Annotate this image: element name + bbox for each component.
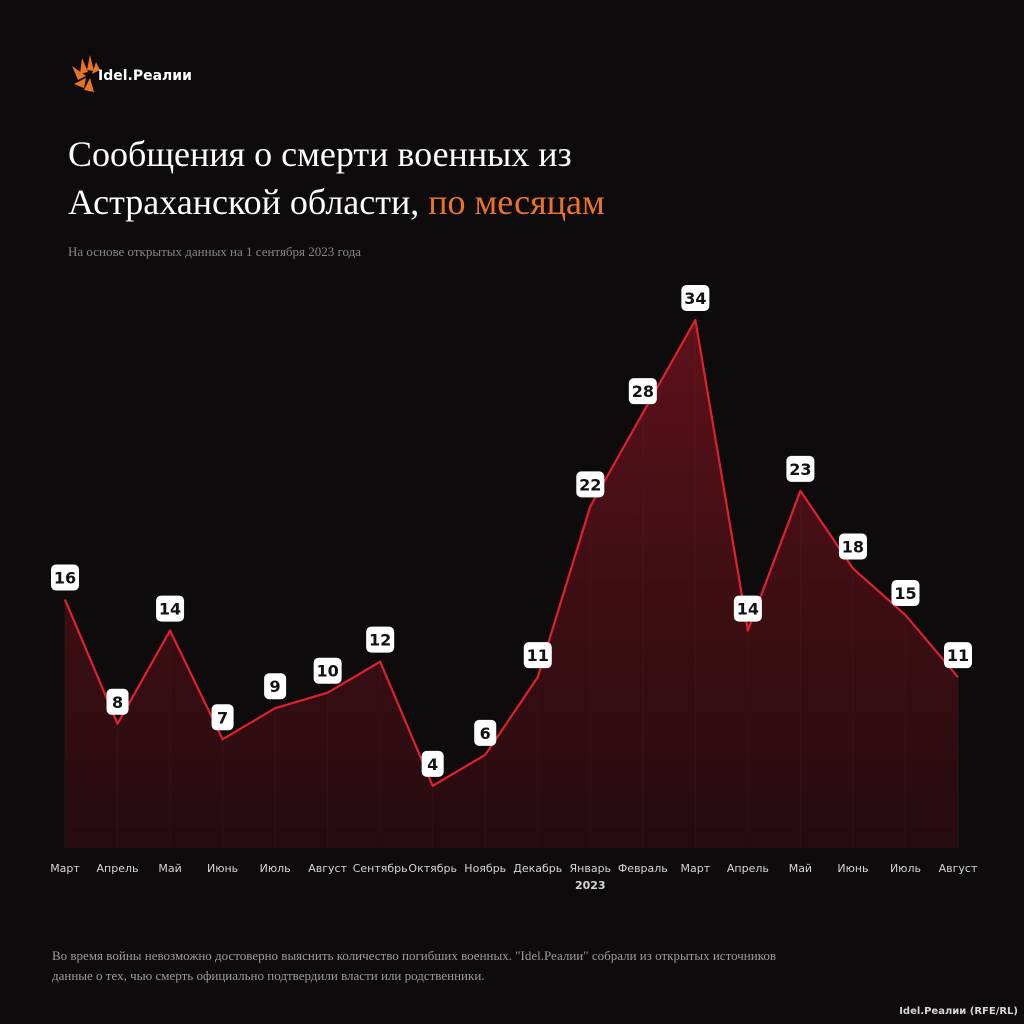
data-label: 34 [684,289,706,308]
data-label: 9 [270,677,281,696]
data-label-box [944,642,972,669]
chart-title: Астраханской области, по месяцам [68,182,605,222]
data-label-box [786,455,815,482]
data-label: 4 [427,755,438,774]
data-label: 15 [894,584,916,603]
chart-title: Сообщения о смерти военных из [68,134,572,174]
data-label: 11 [947,646,969,665]
x-tick-label: Май [158,862,181,875]
data-label-box [474,719,497,746]
data-label-box [313,657,342,684]
credit: Idel.Реалии (RFE/RL) [899,1006,1018,1017]
x-tick-label: Август [939,862,978,875]
chart-title: Астраханской области, [68,182,419,222]
data-label: 28 [632,382,654,401]
data-label-box [628,378,657,405]
data-label-box [838,533,867,560]
data-label: 14 [159,600,181,619]
data-label: 8 [112,693,123,712]
x-tick-label: Сентябрь [353,862,408,875]
data-label-box [523,642,552,669]
data-label-box [733,595,762,622]
plot: Март Апрель Май Июнь Июль Август Сентябрь Октяб… [50,285,978,892]
x-tick-label: Ноябрь [464,862,506,875]
x-tick-label: Август [308,862,347,875]
x-tick-label: Декабрь [513,862,562,875]
footnote: Во время войны невозможно достоверно выя… [52,948,776,963]
data-label: 23 [789,460,811,479]
data-label: 14 [737,600,759,619]
data-label: 7 [217,708,228,727]
data-label-box [681,285,710,311]
chart-title-highlight: по месяцам [428,182,604,222]
footnote: данные о тех, чью смерть официально подт… [52,968,485,983]
data-label: 22 [579,475,601,494]
x-group-label: 2023 [575,879,606,892]
x-tick-label: Март [681,862,711,875]
data-label-box [156,595,185,622]
x-tick-label: Июнь [207,862,238,875]
x-tick-label: Январь [570,862,612,875]
x-tick-label: Июнь [837,862,868,875]
data-label: 10 [317,662,339,681]
x-tick-label: Апрель [97,862,139,875]
data-label-box [891,580,920,607]
x-tick-label: Май [789,862,812,875]
x-tick-label: Октябрь [408,862,457,875]
data-label: 16 [54,569,76,588]
data-label: 11 [527,646,549,665]
data-label: 6 [480,724,491,743]
data-label-box [421,750,444,777]
data-label-box [51,564,79,591]
x-tick-label: Март [50,862,80,875]
data-label-box [106,688,129,715]
logo-mark [72,55,100,92]
area [65,320,958,848]
x-tick-label: Июль [890,862,921,875]
x-tick-label: Февраль [618,862,668,875]
data-label-box [576,471,605,498]
data-label: 12 [369,631,391,650]
data-label: 18 [842,537,864,556]
x-tick-label: Апрель [727,862,769,875]
data-label-box [366,626,395,653]
data-label-box [264,673,287,700]
chart-subtitle: На основе открытых данных на 1 сентября … [68,244,361,259]
logo: Idel.Реалии [98,68,192,84]
x-tick-label: Июль [260,862,291,875]
data-label-box [211,704,234,731]
